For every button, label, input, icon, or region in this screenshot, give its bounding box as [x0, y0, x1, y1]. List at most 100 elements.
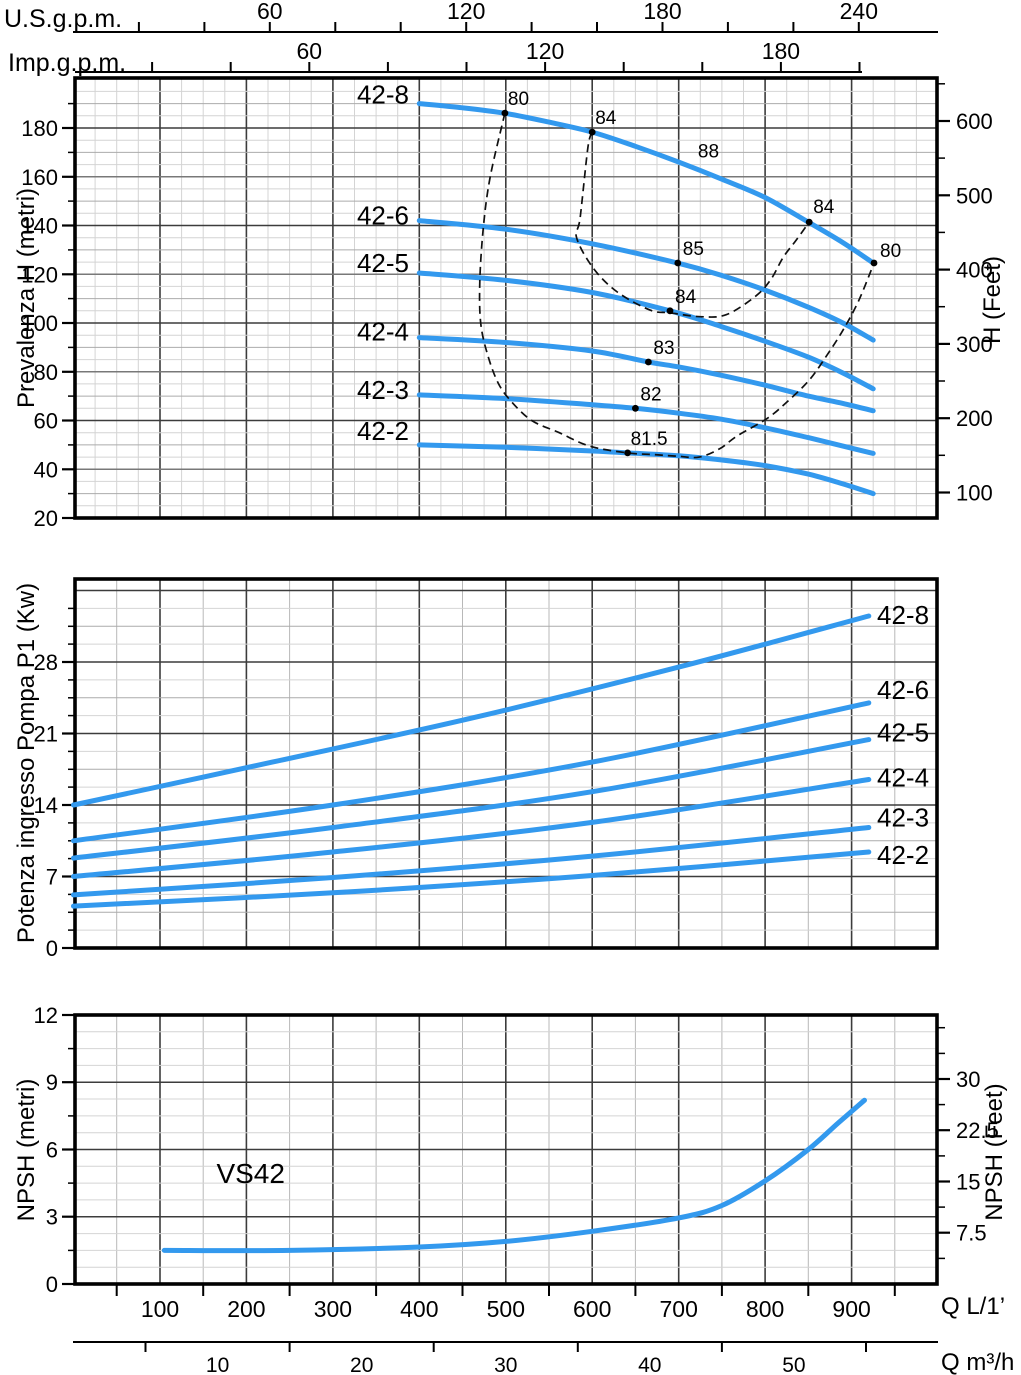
curve-label-42-3: 42-3 — [357, 375, 409, 405]
tick-label: 10 — [206, 1354, 229, 1375]
curve-42-5 — [71, 737, 872, 861]
efficiency-label-84: 84 — [675, 287, 697, 308]
tick-label: 22.5 — [956, 1118, 999, 1143]
curve-label-42-6: 42-6 — [877, 675, 929, 705]
tick-label: 240 — [840, 0, 878, 24]
efficiency-label-80: 80 — [508, 89, 529, 110]
tick-label: 120 — [21, 262, 58, 287]
curve-label-42-4: 42-4 — [357, 317, 409, 347]
tick-label: 14 — [34, 793, 58, 818]
npsh-chart: 0 3 6 9 12 7.5 15 22.5 30 VS42 NPSH (metri) NPSH (F… — [13, 1003, 1008, 1297]
x-axis-title-lmin: Q L/1’ — [941, 1293, 1005, 1320]
tick-label: 300 — [956, 332, 993, 357]
efficiency-dot-83 — [645, 358, 652, 366]
tick-label: 9 — [46, 1070, 58, 1095]
tick-label: 500 — [487, 1296, 525, 1322]
efficiency-dot-84 — [666, 307, 674, 315]
curve-label-42-3: 42-3 — [877, 803, 929, 833]
curve-42-4 — [71, 777, 872, 879]
tick-label: 20 — [34, 506, 58, 531]
model-annotation: VS42 — [216, 1158, 285, 1189]
curve-label-42-6: 42-6 — [357, 201, 409, 231]
tick-label: 40 — [638, 1354, 661, 1375]
power-curves: 42-8 42-6 42-5 42-4 42-3 42-2 — [71, 600, 929, 909]
tick-label: 0 — [46, 1272, 58, 1297]
curve-42-2 — [71, 849, 872, 909]
efficiency-label-80: 80 — [880, 241, 901, 262]
tick-label: 20 — [350, 1354, 373, 1375]
iso-efficiency-80 — [478, 112, 875, 459]
tick-label: 160 — [21, 165, 58, 190]
tick-label: 60 — [257, 0, 283, 24]
y-axis-title-right: NPSH (Feet) — [981, 1083, 1008, 1220]
curve-label-42-4: 42-4 — [877, 763, 929, 793]
tick-label: 400 — [400, 1296, 438, 1322]
tick-label: 400 — [956, 258, 993, 283]
efficiency-label-84: 84 — [813, 197, 835, 218]
iso-efficiency-contours — [478, 112, 875, 459]
flow-axis-m3h: 10 20 30 40 50 Q m³/h — [73, 1341, 1014, 1375]
tick-label: 7 — [46, 865, 58, 890]
tick-label: 180 — [21, 116, 58, 141]
tick-label: 30 — [956, 1067, 980, 1092]
tick-label: 500 — [956, 183, 993, 208]
axis-ticks: 0 3 6 9 12 7.5 15 22.5 30 — [34, 1003, 999, 1297]
tick-label: 600 — [956, 109, 993, 134]
tick-label: 28 — [34, 650, 58, 675]
tick-label: 120 — [447, 0, 485, 24]
tick-label: 7.5 — [956, 1221, 987, 1246]
efficiency-label-82: 82 — [640, 384, 661, 405]
efficiency-dot-82 — [632, 404, 639, 412]
tick-label: 100 — [141, 1296, 179, 1322]
tick-label: 15 — [956, 1170, 980, 1195]
efficiency-dot-84 — [805, 218, 813, 226]
tick-label: 0 — [46, 936, 58, 961]
iso-efficiency-84 — [575, 131, 810, 318]
efficiency-markers: 80 84 88 84 80 85 84 83 82 81.5 — [501, 89, 901, 457]
curve-label-42-5: 42-5 — [877, 718, 929, 748]
plot-frame — [73, 1013, 939, 1286]
tick-label: 21 — [34, 722, 58, 747]
imp-gpm-scale: Imp.g.p.m. 60 120 180 — [8, 38, 862, 77]
curve-42-3 — [416, 392, 876, 456]
tick-label: 12 — [34, 1003, 58, 1028]
efficiency-dot-85 — [674, 259, 682, 267]
efficiency-label-84: 84 — [595, 108, 617, 129]
flow-axis-lmin: 100 200 300 400 500 600 700 800 900 Q L/1’ — [115, 1284, 1005, 1322]
grid — [75, 1015, 937, 1284]
curve-label-42-8: 42-8 — [877, 600, 929, 630]
head-chart: 20 40 60 80 100 120 140 160 180 100 200 300 400 500 60… — [13, 76, 1006, 531]
tick-label: 60 — [297, 38, 323, 64]
efficiency-label-88: 88 — [698, 142, 719, 163]
curve-42-5 — [416, 270, 876, 392]
tick-label: 140 — [21, 214, 58, 239]
efficiency-label-81.5: 81.5 — [631, 429, 668, 450]
plot-frame — [73, 76, 939, 520]
tick-label: 40 — [34, 457, 58, 482]
tick-label: 600 — [573, 1296, 611, 1322]
curve-label-42-8: 42-8 — [357, 80, 409, 110]
curve-label-42-2: 42-2 — [877, 840, 929, 870]
tick-label: 30 — [494, 1354, 517, 1375]
tick-label: 300 — [314, 1296, 352, 1322]
x-axis-title-m3h: Q m³/h — [941, 1349, 1014, 1375]
curve-42-3 — [71, 825, 872, 898]
curve-42-6 — [416, 218, 876, 343]
y-axis-title-left: NPSH (metri) — [13, 1079, 40, 1222]
curve-label-42-5: 42-5 — [357, 248, 409, 278]
efficiency-label-85: 85 — [683, 239, 704, 260]
tick-label: 60 — [34, 409, 58, 434]
tick-label: 3 — [46, 1205, 58, 1230]
npsh-curve — [161, 1097, 867, 1254]
us-gpm-scale: U.S.g.p.m. 60 120 180 240 — [4, 0, 938, 33]
tick-label: 100 — [956, 481, 993, 506]
axis-ticks: 20 40 60 80 100 120 140 160 180 100 200 300 400 500 60… — [21, 83, 993, 531]
efficiency-dot-80 — [501, 109, 509, 117]
curve-42-4 — [416, 335, 876, 414]
tick-label: 900 — [832, 1296, 870, 1322]
scale-title: U.S.g.p.m. — [4, 5, 122, 33]
tick-label: 6 — [46, 1138, 58, 1163]
curve-42-2 — [416, 442, 876, 497]
